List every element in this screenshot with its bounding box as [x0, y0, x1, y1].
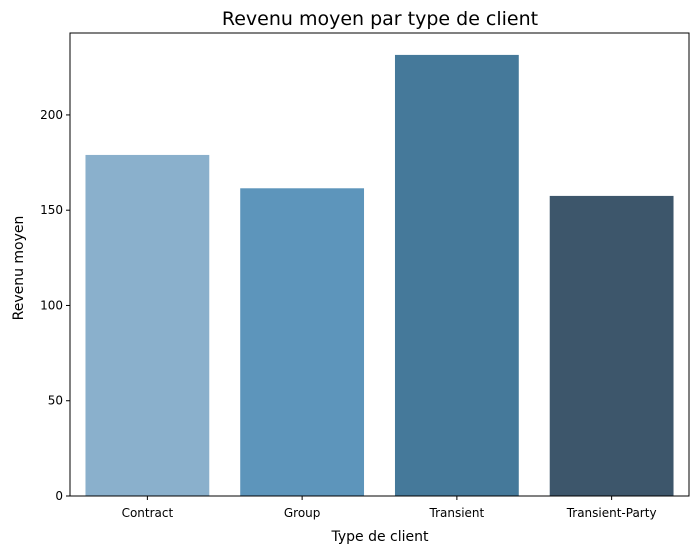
- bars-group: [85, 54, 674, 496]
- bar-transient: [394, 54, 519, 496]
- bar-group: [240, 188, 365, 496]
- y-tick-label: 200: [40, 108, 63, 122]
- x-tick-label: Group: [284, 506, 321, 520]
- y-axis-ticks: 0 50 100 150 200: [40, 108, 70, 503]
- y-tick-label: 0: [55, 489, 63, 503]
- y-axis-label: Revenu moyen: [11, 216, 27, 321]
- x-axis-label: Type de client: [330, 529, 429, 545]
- bar-transient-party: [549, 195, 674, 496]
- x-tick-label: Transient: [429, 506, 485, 520]
- x-tick-label: Contract: [122, 506, 174, 520]
- bar-contract: [85, 154, 210, 496]
- x-tick-label: Transient-Party: [566, 506, 657, 520]
- x-axis-ticks: Contract Group Transient Transient-Party: [122, 496, 657, 520]
- y-tick-label: 150: [40, 203, 63, 217]
- y-tick-label: 50: [48, 394, 63, 408]
- plot-frame: [69, 32, 690, 497]
- y-tick-label: 100: [40, 298, 63, 312]
- chart-title: Revenu moyen par type de client: [222, 8, 538, 30]
